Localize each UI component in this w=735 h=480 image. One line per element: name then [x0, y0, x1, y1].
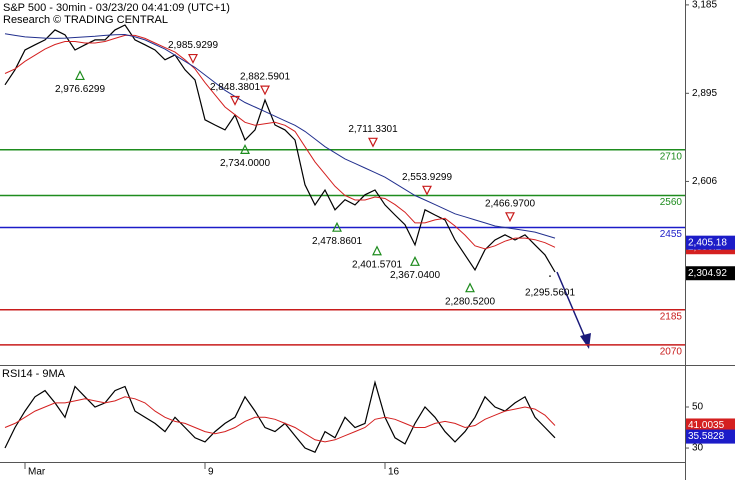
annotation-label: 2,711.3301 [348, 124, 398, 135]
down-marker [260, 85, 270, 96]
annotation-point [549, 275, 551, 277]
series-line [4, 34, 556, 250]
price-box [686, 266, 735, 281]
annotation-label: 2,280.5200 [445, 296, 495, 307]
annotation-label: 2,985.9299 [168, 40, 218, 51]
down-marker [188, 53, 198, 64]
up-marker [410, 255, 420, 266]
down-marker [368, 137, 378, 148]
level-label: 2710 [660, 151, 683, 162]
y-tick-label: 3,185 [692, 0, 717, 11]
annotation-label: 2,367.0400 [390, 270, 440, 281]
annotation-label: 2,882.5901 [240, 72, 290, 83]
up-marker [465, 282, 475, 293]
annotation-label: 2,734.0000 [220, 158, 270, 169]
chart-title: S&P 500 - 30min - 03/23/20 04:41:09 (UTC… [3, 2, 230, 14]
annotation-label: 2,466.9700 [485, 198, 535, 209]
series-line [4, 33, 556, 239]
annotation-label: 2,295.5601 [525, 288, 575, 299]
x-tick-label: 16 [388, 467, 400, 478]
price-box-label: 35.5828 [688, 431, 725, 442]
series-line [4, 380, 556, 453]
up-marker [75, 70, 85, 81]
up-marker [332, 221, 342, 232]
price-box [686, 235, 735, 250]
x-tick-label: 9 [208, 467, 214, 478]
price-box-label: 2,405.18 [688, 237, 727, 248]
up-marker [372, 245, 382, 256]
annotation-label: 2,401.5701 [352, 259, 402, 270]
up-marker [240, 144, 250, 155]
level-label: 2070 [660, 347, 683, 358]
price-box [686, 429, 735, 444]
price-box [686, 418, 735, 433]
annotation-label: 2,848.3801 [210, 82, 260, 93]
y-tick-label: 2,606 [692, 176, 717, 187]
level-label: 2560 [660, 197, 683, 208]
annotation-label: 2,553.9299 [402, 172, 452, 183]
down-marker [505, 212, 515, 223]
down-marker [422, 185, 432, 196]
rsi-title: RSI14 - 9MA [2, 368, 66, 380]
down-marker [230, 95, 240, 106]
series-line [4, 396, 556, 443]
x-tick-label: Mar [28, 467, 46, 478]
price-box-label: 41.0035 [688, 420, 725, 431]
y-tick-label: 50 [692, 402, 704, 413]
level-label: 2455 [660, 229, 683, 240]
y-tick-label: 2,895 [692, 88, 717, 99]
annotation-label: 2,976.6299 [55, 84, 105, 95]
y-tick-label: 30 [692, 443, 704, 454]
price-box-label: 2,304.92 [688, 268, 727, 279]
series-line [4, 24, 556, 273]
arrow-line [556, 271, 587, 341]
annotation-label: 2,478.8601 [312, 236, 362, 247]
chart-subtitle: Research © TRADING CENTRAL [3, 14, 168, 26]
level-label: 2185 [660, 311, 683, 322]
